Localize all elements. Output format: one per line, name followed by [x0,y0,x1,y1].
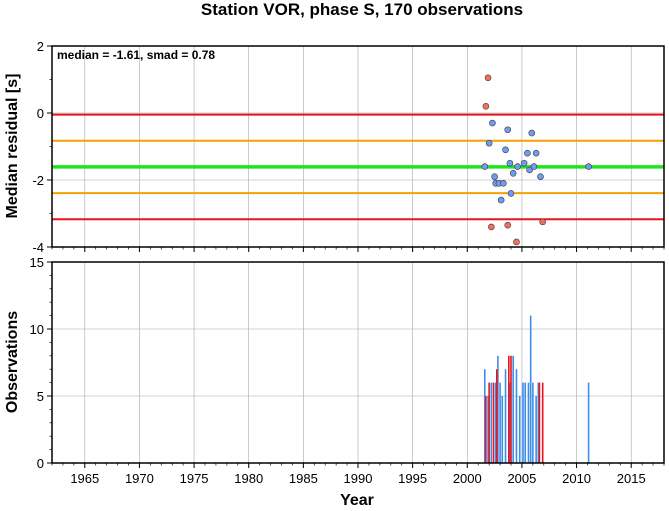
residual-point [500,180,507,187]
x-axis-label: Year [340,492,374,509]
x-tick-label: 1975 [180,471,209,486]
residual-point [491,173,498,180]
residual-point [489,119,496,127]
residual-panel: 2 0 -2 -4 median = -1.61, smad = 0.78 Media… [4,39,665,255]
observation-bars [483,315,590,463]
residual-point [484,74,492,82]
x-tick-label: 2005 [507,471,536,486]
residual-point [482,103,490,110]
residual-y-axis-label: Median residual [s] [4,74,21,219]
x-tick-label: 1990 [344,471,373,486]
residual-point [528,129,536,137]
residual-x-ticks [51,247,665,252]
residual-grid [52,45,664,248]
observations-y-axis-label: Observations [4,311,21,413]
observations-y-tick-label: 0 [37,456,44,471]
residual-point [497,196,505,204]
residual-point [509,170,517,177]
residual-point [506,159,514,167]
residual-point [526,166,533,174]
residual-point [513,238,520,246]
x-tick-label: 1995 [398,471,427,486]
x-tick-label: 1985 [289,471,318,486]
observations-panel: 0 5 10 15 1965 1970 1975 1980 1985 1990 1995 2000 2… [4,255,665,509]
x-tick-label: 1965 [70,471,99,486]
residual-point [537,173,544,180]
x-tick-label: 2010 [562,471,591,486]
observations-x-ticks: 1965 1970 1975 1980 1985 1990 1995 2000 2005 2010… [51,463,665,486]
residual-point [520,159,528,167]
reference-lines [52,113,664,221]
observations-y-tick-label: 5 [37,389,44,404]
x-tick-label: 1970 [125,471,154,486]
observations-y-tick-label: 10 [30,322,44,337]
residual-point [530,163,538,170]
residual-point [524,149,531,157]
residual-point [507,190,515,197]
residual-y-tick-label: -2 [32,173,44,188]
residual-y-tick-label: 2 [37,39,44,54]
residual-point [488,223,495,231]
observations-grid [52,261,664,464]
residual-y-tick-label: -4 [32,240,44,255]
residual-y-ticks: 2 0 -2 -4 [32,39,52,255]
residual-point [539,218,546,226]
x-tick-label: 2000 [453,471,482,486]
chart-title: Station VOR, phase S, 170 observations [201,0,523,19]
observations-y-ticks: 0 5 10 15 [30,255,52,471]
x-tick-label: 2015 [617,471,646,486]
residual-point [504,126,512,134]
residual-point [502,146,509,154]
observations-y-tick-label: 15 [30,255,44,270]
residual-point [585,163,592,170]
residual-point [485,139,493,147]
residual-point [504,221,512,229]
residual-points [481,74,592,246]
residual-point [481,163,489,170]
stats-annotation: median = -1.61, smad = 0.78 [57,48,215,62]
x-tick-label: 1980 [234,471,263,486]
residual-point [532,149,540,157]
residual-y-tick-label: 0 [37,106,44,121]
residual-point [514,163,521,170]
